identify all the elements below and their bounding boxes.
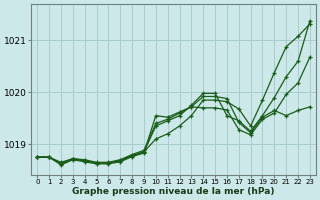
X-axis label: Graphe pression niveau de la mer (hPa): Graphe pression niveau de la mer (hPa) xyxy=(72,187,275,196)
